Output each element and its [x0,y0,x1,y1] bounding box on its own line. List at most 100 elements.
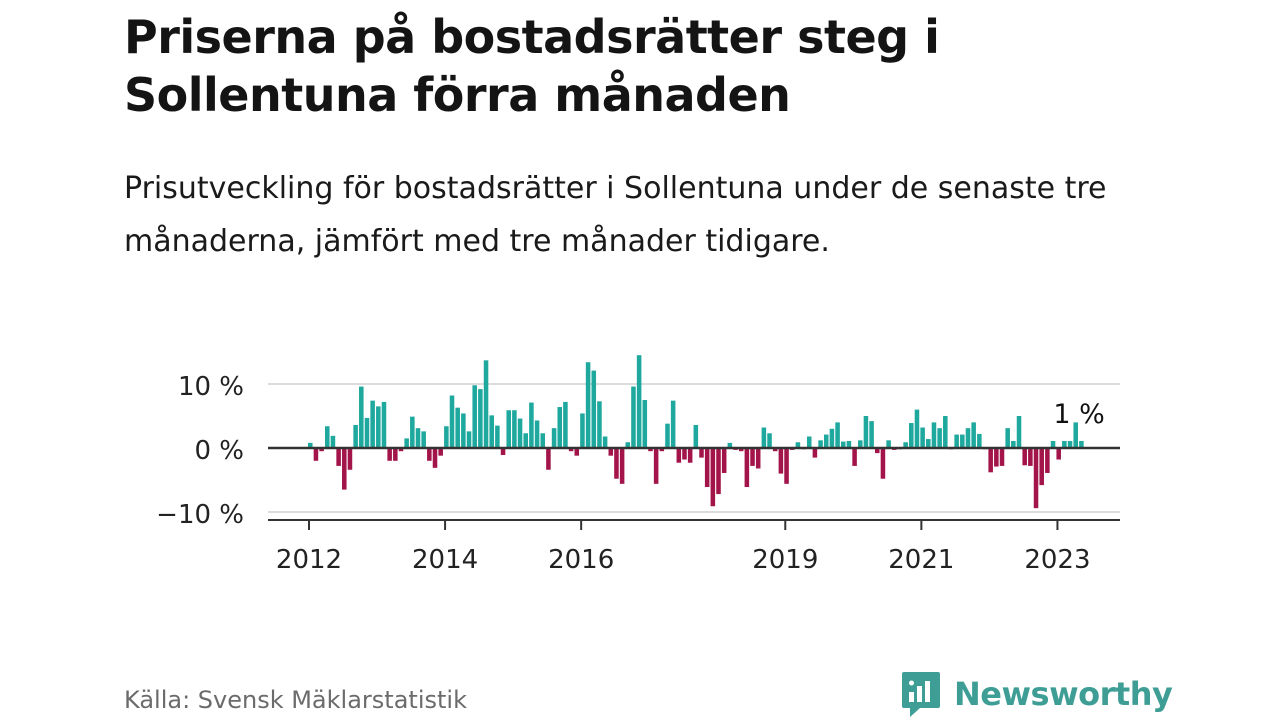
chart-title: Priserna på bostadsrätter steg i Sollent… [124,10,940,122]
bar [546,448,551,470]
bar [1016,416,1022,448]
bar [410,416,415,448]
bar [438,448,443,456]
bar [506,410,511,448]
source-note: Källa: Svensk Mäklarstatistik [124,686,467,714]
bar [710,448,716,507]
bar [886,440,891,448]
bar [455,407,460,448]
bar [676,448,682,463]
bar [444,426,449,448]
bar [387,448,392,461]
bar [852,448,857,466]
bar [563,401,568,448]
bar [977,433,982,448]
bar [602,436,608,448]
bar [1073,422,1078,448]
bar [597,401,602,448]
bar [863,416,869,448]
bar [1056,448,1061,460]
bar [971,422,976,448]
bar [534,420,540,448]
bars [308,355,1084,509]
bar [750,448,755,466]
bar [875,448,880,454]
bar [461,413,466,448]
gridlines [268,383,1120,513]
bar [1011,440,1016,448]
bar [721,448,727,473]
bar [551,428,557,448]
bar [914,409,920,448]
bar [398,448,404,452]
bar [846,440,852,448]
bar [716,448,721,495]
bar [909,423,914,448]
bar [636,355,642,448]
bar [1050,440,1056,448]
bar [625,442,631,448]
bar [738,448,744,452]
bar [687,448,693,463]
y-tick-label: 0 % [194,436,244,466]
bar [319,448,324,452]
bar [432,448,438,468]
x-tick-label: 2012 [276,545,342,575]
axes [268,446,1120,530]
bar [427,448,432,461]
bar [1079,440,1084,448]
bar [313,448,319,461]
x-tick-label: 2014 [412,545,478,575]
brand-logo[interactable]: Newsworthy [900,670,1173,718]
bar [1062,440,1067,448]
bar [512,410,517,448]
x-tick-label: 2023 [1024,545,1090,575]
bar [336,448,341,466]
bar [869,421,874,448]
bar [540,433,546,448]
x-tick-label: 2016 [548,545,614,575]
bar [767,433,772,448]
bar [393,448,398,461]
bar-chart: 10 % 0 % −10 % 2012 2014 2016 2019 2021 2023 1 % [156,355,1120,575]
bar [682,448,687,460]
bar [699,448,704,458]
bar [954,434,959,448]
bar [517,418,523,448]
bar [670,400,676,448]
bar [880,448,886,479]
bar [421,431,426,448]
bar [568,448,574,452]
bar [755,448,761,469]
bar [580,413,585,448]
bar [937,428,942,448]
bar [500,448,506,456]
bar [529,402,534,448]
bar [1028,448,1033,466]
bar [376,406,381,448]
bar [653,448,659,484]
bar [308,442,313,448]
bar [325,426,330,448]
bar [381,401,387,448]
x-tick-label: 2019 [752,545,818,575]
bar [772,448,778,452]
bar [994,448,999,467]
bar [999,448,1005,466]
bar [523,433,528,448]
bar [1022,448,1027,466]
bar [665,423,670,448]
bar [364,417,370,448]
bar [778,448,784,474]
bar [840,441,846,448]
bar [920,427,925,448]
bar [965,428,971,448]
bar [1067,440,1073,448]
bar [903,442,908,448]
bar [806,436,812,448]
bar [449,395,455,448]
bar [926,439,931,448]
chart-subtitle: Prisutveckling för bostadsrätter i Solle… [124,171,1107,259]
bar [943,416,948,448]
bar [1005,428,1010,448]
